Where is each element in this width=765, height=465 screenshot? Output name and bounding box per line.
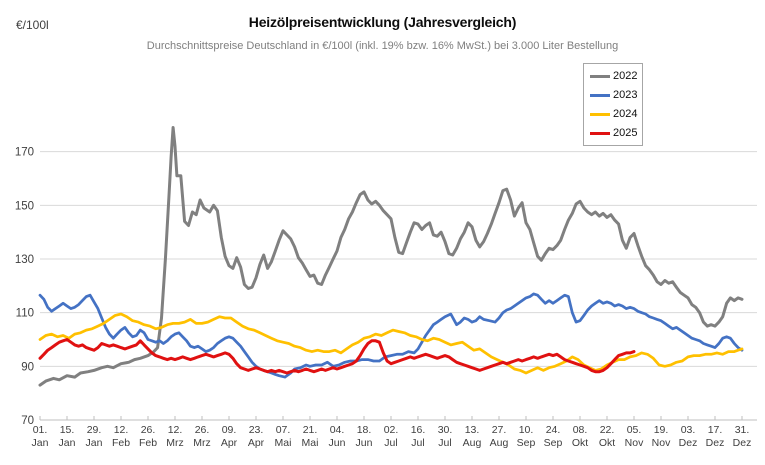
- y-tick-label: 170: [15, 147, 34, 159]
- x-tick-label-month: Mrz: [166, 437, 184, 449]
- legend-label: 2025: [613, 127, 638, 139]
- y-tick-label: 90: [21, 361, 34, 373]
- legend-item-2022: 2022: [590, 70, 637, 82]
- x-tick-label-day: 12.: [168, 424, 183, 436]
- x-tick-label-day: 09.: [222, 424, 237, 436]
- x-tick-label-month: Jul: [411, 437, 424, 449]
- x-tick-label-month: Jun: [329, 437, 346, 449]
- x-tick-label-month: Nov: [625, 437, 644, 449]
- legend-line-swatch-2024: [590, 112, 610, 116]
- x-tick-label-day: 13.: [465, 424, 480, 436]
- x-tick-label-month: Aug: [463, 437, 482, 449]
- x-tick-label-month: Jan: [32, 437, 49, 449]
- x-tick-label-day: 03.: [681, 424, 696, 436]
- x-tick-label-month: Dez: [706, 437, 725, 449]
- x-tick-label-month: Mai: [302, 437, 319, 449]
- x-tick-label-day: 02.: [384, 424, 399, 436]
- x-tick-label-day: 01.: [33, 424, 48, 436]
- x-tick-label-month: Okt: [599, 437, 615, 449]
- series-line-2022: [38, 126, 744, 387]
- x-tick-label-day: 26.: [141, 424, 156, 436]
- x-tick-label-month: Nov: [652, 437, 671, 449]
- x-tick-label-month: Jan: [86, 437, 103, 449]
- legend-line-swatch-2025: [590, 131, 610, 135]
- x-tick-label-month: Jul: [438, 437, 451, 449]
- x-tick-label-month: Feb: [139, 437, 157, 449]
- legend-label: 2023: [613, 89, 638, 101]
- legend-line-swatch-2022: [590, 74, 610, 78]
- x-tick-label-day: 18.: [357, 424, 372, 436]
- x-tick-label-day: 31.: [735, 424, 750, 436]
- x-tick-label-month: Sep: [517, 437, 536, 449]
- x-tick-label-day: 12.: [114, 424, 129, 436]
- x-tick-label-day: 21.: [303, 424, 318, 436]
- x-tick-label-month: Aug: [490, 437, 509, 449]
- x-tick-label-month: Okt: [572, 437, 588, 449]
- series-line-2025: [38, 338, 636, 375]
- y-tick-label: 130: [15, 254, 34, 266]
- x-tick-label-month: Jun: [356, 437, 373, 449]
- x-tick-label-day: 05.: [627, 424, 642, 436]
- x-tick-label-month: Apr: [221, 437, 238, 449]
- x-tick-label-month: Dez: [679, 437, 698, 449]
- x-tick-label-month: Mai: [275, 437, 292, 449]
- legend-item-2024: 2024: [590, 108, 637, 120]
- x-tick-label-day: 08.: [573, 424, 588, 436]
- legend-label: 2024: [613, 108, 638, 120]
- x-tick-label-day: 24.: [546, 424, 561, 436]
- x-tick-label-month: Apr: [248, 437, 265, 449]
- y-tick-label: 70: [21, 415, 34, 427]
- legend-line-swatch-2023: [590, 93, 610, 97]
- x-tick-label-day: 22.: [600, 424, 615, 436]
- chart-legend: 2022 2023 2024 2025: [583, 63, 643, 146]
- x-tick-label-month: Jul: [384, 437, 397, 449]
- x-tick-label-month: Sep: [544, 437, 563, 449]
- x-tick-label-day: 10.: [519, 424, 534, 436]
- legend-item-2025: 2025: [590, 127, 637, 139]
- x-tick-label-day: 17.: [708, 424, 723, 436]
- x-tick-label-day: 19.: [654, 424, 669, 436]
- x-tick-label-day: 04.: [330, 424, 345, 436]
- chart-title: Heizölpreisentwicklung (Jahresvergleich): [248, 14, 517, 30]
- legend-label: 2022: [613, 70, 638, 82]
- chart-subtitle: Durchschnittspreise Deutschland in €/100…: [146, 40, 619, 52]
- x-tick-label-day: 16.: [411, 424, 426, 436]
- x-tick-label-day: 26.: [195, 424, 210, 436]
- x-tick-label-month: Dez: [733, 437, 752, 449]
- y-tick-label: 110: [16, 308, 34, 320]
- y-axis-unit-label: €/100l: [16, 18, 49, 32]
- legend-item-2023: 2023: [590, 89, 637, 101]
- x-tick-label-month: Jan: [59, 437, 76, 449]
- x-tick-label-day: 30.: [438, 424, 453, 436]
- series-line-2024: [38, 312, 744, 375]
- y-tick-label: 150: [15, 200, 34, 212]
- x-tick-label-day: 29.: [87, 424, 102, 436]
- x-tick-label-day: 23.: [249, 424, 264, 436]
- x-tick-label-month: Feb: [112, 437, 130, 449]
- x-tick-label-day: 15.: [60, 424, 75, 436]
- x-tick-label-day: 07.: [276, 424, 291, 436]
- series-line-2023: [38, 292, 744, 379]
- x-tick-label-day: 27.: [492, 424, 507, 436]
- x-tick-label-month: Mrz: [193, 437, 211, 449]
